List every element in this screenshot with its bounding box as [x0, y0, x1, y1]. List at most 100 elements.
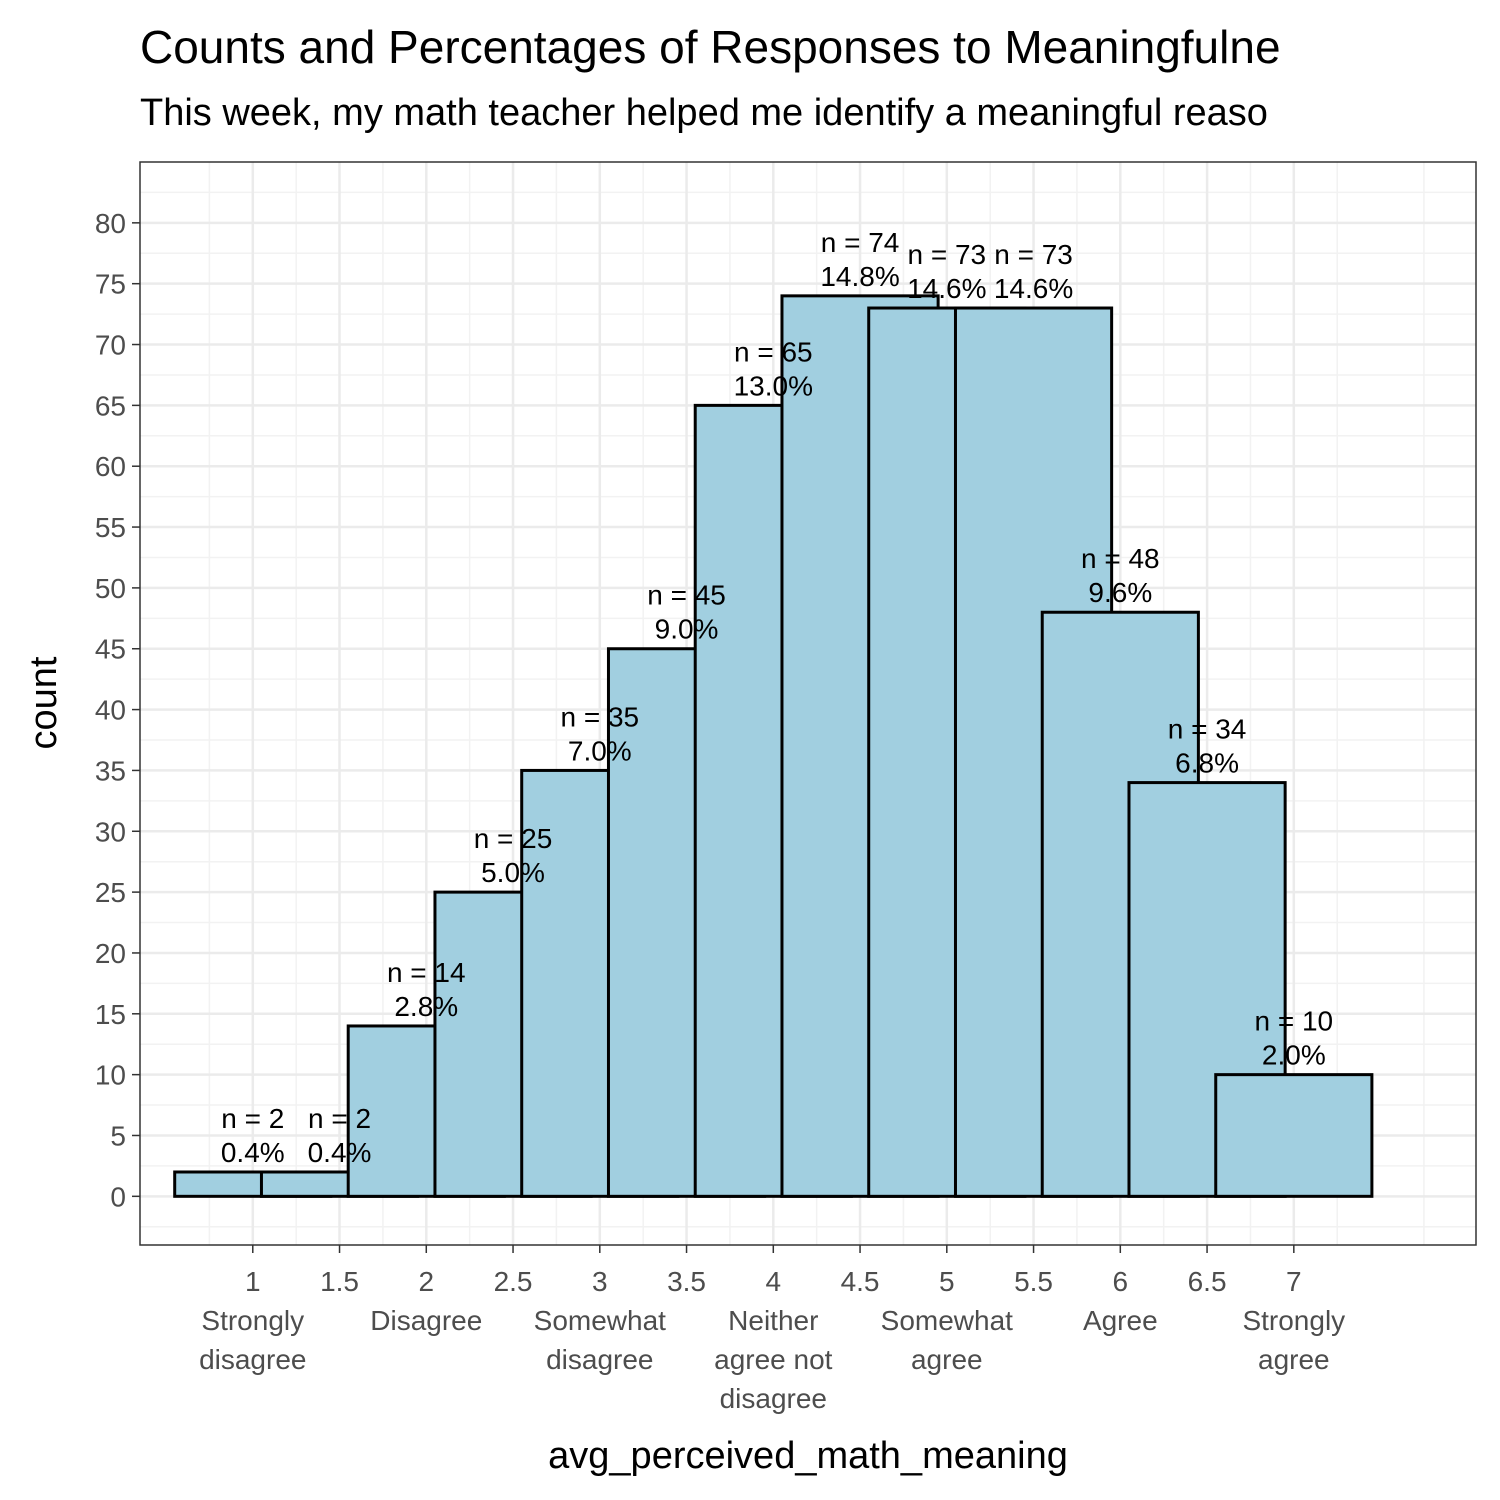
x-tick-label-line: disagree [720, 1383, 827, 1414]
y-tick-label: 55 [95, 512, 126, 543]
bar-percent-label: 0.4% [308, 1137, 372, 1168]
bar-percent-label: 14.6% [994, 273, 1073, 304]
bar-labels: n = 2 0.4%n = 2 0.4%n = 14 2.8%n = 25 5.0%n … [221, 227, 1333, 1168]
x-tick-label: 3 Somewhat disagree [534, 1266, 667, 1375]
bar-percent-label: 7.0% [568, 735, 632, 766]
bar-percent-label: 14.8% [820, 261, 899, 292]
bar-percent-label: 5.0% [481, 857, 545, 888]
bar-count-label: n = 35 [560, 701, 639, 732]
y-tick-label: 80 [95, 208, 126, 239]
x-tick-label-line: agree not [714, 1344, 833, 1375]
x-tick-label-line: 5 [939, 1266, 955, 1297]
x-tick-label: 6 Agree [1083, 1266, 1158, 1336]
x-tick-label-line: 1 [245, 1266, 261, 1297]
bar-percent-label: 6.8% [1175, 748, 1239, 779]
x-tick-label-line: disagree [199, 1344, 306, 1375]
bar-data-label: n = 2 0.4% [308, 1103, 372, 1168]
x-tick-label-line: 1.5 [320, 1266, 359, 1297]
bar-count-label: n = 73 [994, 239, 1073, 270]
bar-data-label: n = 73 14.6% [994, 239, 1073, 304]
bar-data-label: n = 48 9.6% [1081, 543, 1160, 608]
bar-percent-label: 9.0% [655, 614, 719, 645]
x-tick-label-line: 5.5 [1014, 1266, 1053, 1297]
bar-count-label: n = 10 [1254, 1006, 1333, 1037]
y-tick-label: 60 [95, 451, 126, 482]
x-tick-label-line: 2 [418, 1266, 434, 1297]
bar-data-label: n = 2 0.4% [221, 1103, 285, 1168]
x-tick-label-line: Strongly [1242, 1305, 1345, 1336]
x-tick-label: 2 Disagree [370, 1266, 482, 1336]
y-tick-label: 25 [95, 877, 126, 908]
x-tick-label-line: agree [911, 1344, 983, 1375]
x-tick-label: 3.5 [667, 1266, 706, 1297]
x-tick-label-line: agree [1258, 1344, 1330, 1375]
y-tick-label: 45 [95, 634, 126, 665]
y-tick-label: 70 [95, 330, 126, 361]
x-tick-label: 1 Strongly disagree [199, 1266, 306, 1375]
y-tick-label: 65 [95, 390, 126, 421]
x-tick-label-line: Strongly [201, 1305, 304, 1336]
y-axis: 0 5 10 15 20 25 30 35 40 45 50 55 60 65 70 75 80 [95, 208, 140, 1212]
y-tick-label: 40 [95, 695, 126, 726]
x-tick-label-line: Agree [1083, 1305, 1158, 1336]
x-tick-label-line: Somewhat [534, 1305, 667, 1336]
bar-data-label: n = 25 5.0% [474, 823, 553, 888]
bar-data-label: n = 45 9.0% [647, 580, 726, 645]
chart-subtitle: This week, my math teacher helped me ide… [140, 92, 1268, 134]
x-tick-label-line: disagree [546, 1344, 653, 1375]
y-tick-label: 20 [95, 938, 126, 969]
bar-count-label: n = 65 [734, 336, 813, 367]
x-tick-label-line: 6.5 [1188, 1266, 1227, 1297]
x-tick-label: 1.5 [320, 1266, 359, 1297]
bar [1214, 1073, 1374, 1198]
bar-percent-label: 14.6% [907, 273, 986, 304]
x-tick-label: 7 Strongly agree [1242, 1266, 1345, 1375]
bar-percent-label: 13.0% [734, 370, 813, 401]
x-tick-label-line: 6 [1113, 1266, 1129, 1297]
y-tick-label: 15 [95, 999, 126, 1030]
x-tick-label: 5 Somewhat agree [881, 1266, 1014, 1375]
y-tick-label: 35 [95, 755, 126, 786]
x-tick-label-line: 3 [592, 1266, 608, 1297]
bar-count-label: n = 73 [907, 239, 986, 270]
x-tick-label-line: Neither [728, 1305, 818, 1336]
bar-count-label: n = 48 [1081, 543, 1160, 574]
x-axis: 1 Strongly disagree 1.5 2 Disagree 2.5 3 Somewha… [199, 1245, 1345, 1414]
y-tick-label: 30 [95, 816, 126, 847]
x-tick-label-line: 2.5 [494, 1266, 533, 1297]
x-tick-label: 5.5 [1014, 1266, 1053, 1297]
x-axis-title: avg_perceived_math_meaning [548, 1435, 1068, 1477]
bar-data-label: n = 65 13.0% [734, 336, 813, 401]
panel-border [139, 161, 1477, 1246]
x-tick-label: 4.5 [841, 1266, 880, 1297]
bar-count-label: n = 34 [1168, 714, 1247, 745]
y-axis-title: count [23, 656, 65, 749]
bar-percent-label: 0.4% [221, 1137, 285, 1168]
x-tick-label-line: 3.5 [667, 1266, 706, 1297]
bar-data-label: n = 10 2.0% [1254, 1006, 1333, 1071]
bar-percent-label: 9.6% [1088, 577, 1152, 608]
bar-data-label: n = 14 2.8% [387, 957, 466, 1022]
chart-title: Counts and Percentages of Responses to M… [140, 21, 1281, 73]
bar-percent-label: 2.8% [394, 991, 458, 1022]
bar-data-label: n = 73 14.6% [907, 239, 986, 304]
x-tick-label-line: 4 [766, 1266, 782, 1297]
bar-data-label: n = 74 14.8% [820, 227, 899, 292]
bar-count-label: n = 14 [387, 957, 466, 988]
bars [173, 294, 1374, 1198]
y-tick-label: 5 [110, 1120, 126, 1151]
bar-count-label: n = 2 [221, 1103, 284, 1134]
x-tick-label: 2.5 [494, 1266, 533, 1297]
x-tick-label-line: 7 [1286, 1266, 1302, 1297]
bar-percent-label: 2.0% [1262, 1040, 1326, 1071]
bar-count-label: n = 2 [308, 1103, 371, 1134]
bar-count-label: n = 25 [474, 823, 553, 854]
y-tick-label: 0 [110, 1181, 126, 1212]
y-tick-label: 50 [95, 573, 126, 604]
bar-count-label: n = 74 [821, 227, 900, 258]
x-tick-label: 6.5 [1188, 1266, 1227, 1297]
bar-data-label: n = 34 6.8% [1168, 714, 1247, 779]
bar-count-label: n = 45 [647, 580, 726, 611]
y-tick-label: 10 [95, 1060, 126, 1091]
